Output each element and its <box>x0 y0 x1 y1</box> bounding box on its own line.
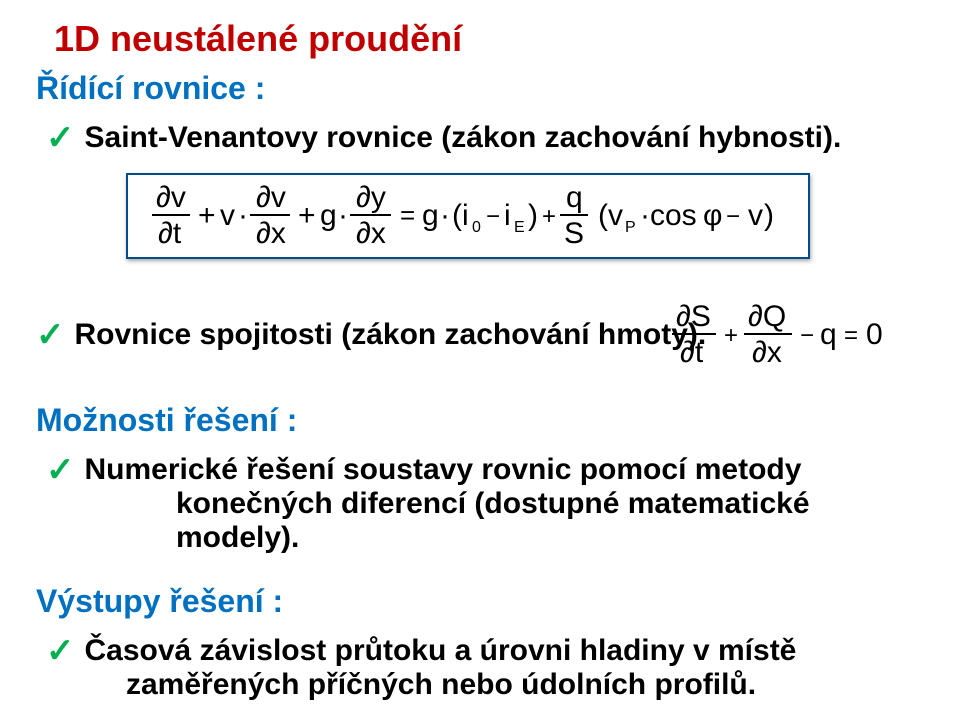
svg-text:(: ( <box>452 199 462 232</box>
svg-text:): ) <box>764 199 774 232</box>
svg-text:·: · <box>238 199 248 232</box>
svg-text:−: − <box>726 203 740 230</box>
svg-text:+: + <box>298 199 316 232</box>
svg-text:+: + <box>724 322 738 349</box>
svg-text:P: P <box>625 219 636 236</box>
svg-text:∂Q: ∂Q <box>748 300 786 333</box>
svg-text:i: i <box>504 199 511 232</box>
svg-text:q: q <box>820 318 837 351</box>
svg-text:v: v <box>220 199 235 232</box>
slide-page: 1D neustálené proudění Řídící rovnice : … <box>0 0 960 712</box>
svg-text:g: g <box>320 199 337 232</box>
momentum-equation-box: ∂v ∂t + v · ∂v ∂x + g · ∂y ∂x <box>126 173 810 259</box>
svg-text:∂t: ∂t <box>158 217 182 250</box>
continuity-row: ✓ Rovnice spojitosti (zákon zachování hm… <box>36 296 924 374</box>
check-icon: ✓ <box>46 453 75 487</box>
svg-text:q: q <box>566 181 583 214</box>
svg-text:i: i <box>462 199 469 232</box>
svg-text:∂S: ∂S <box>676 300 711 333</box>
svg-text:−: − <box>486 203 500 230</box>
subtitle-solution-options: Možnosti řešení : <box>36 402 924 439</box>
svg-text:+: + <box>542 203 556 230</box>
svg-text:v: v <box>608 199 623 232</box>
bullet-saint-venant-row: ✓ Saint-Venantovy rovnice (zákon zachová… <box>46 121 924 155</box>
svg-text:·: · <box>640 199 650 232</box>
svg-text:∂y: ∂y <box>356 181 386 214</box>
svg-text:S: S <box>564 217 584 250</box>
svg-text:·: · <box>440 199 450 232</box>
bullet-outputs-row: ✓ Časová závislost průtoku a úrovni hlad… <box>46 634 924 668</box>
svg-text:=: = <box>400 200 415 230</box>
bullet-outputs-line1: Časová závislost průtoku a úrovni hladin… <box>85 634 797 668</box>
svg-text:·: · <box>338 199 348 232</box>
momentum-equation: ∂v ∂t + v · ∂v ∂x + g · ∂y ∂x <box>138 177 798 255</box>
bullet-outputs-line2: zaměřených příčných nebo údolních profil… <box>126 668 924 702</box>
svg-text:φ: φ <box>703 199 722 232</box>
svg-text:+: + <box>198 199 216 232</box>
svg-text:∂v: ∂v <box>156 181 186 214</box>
svg-text:E: E <box>514 219 525 236</box>
svg-text:∂t: ∂t <box>680 336 704 369</box>
bullet-saint-venant: Saint-Venantovy rovnice (zákon zachování… <box>85 121 842 155</box>
svg-text:0: 0 <box>472 219 481 236</box>
continuity-equation-wrap: ∂S ∂t + ∂Q ∂x − q = 0 <box>660 296 910 374</box>
check-icon: ✓ <box>36 318 65 352</box>
bullet-numeric-row: ✓ Numerické řešení soustavy rovnic pomoc… <box>46 453 924 487</box>
svg-text:∂x: ∂x <box>356 217 386 250</box>
svg-text:g: g <box>422 199 439 232</box>
svg-text:∂x: ∂x <box>256 217 286 250</box>
svg-text:(: ( <box>598 199 608 232</box>
svg-text:cos: cos <box>650 199 697 232</box>
check-icon: ✓ <box>46 634 75 668</box>
svg-text:−: − <box>800 322 814 349</box>
bullet-numeric-line1: Numerické řešení soustavy rovnic pomocí … <box>85 453 802 487</box>
continuity-equation: ∂S ∂t + ∂Q ∂x − q = 0 <box>660 296 910 374</box>
svg-text:): ) <box>528 199 538 232</box>
svg-text:∂x: ∂x <box>752 336 782 369</box>
svg-text:∂v: ∂v <box>256 181 286 214</box>
bullet-numeric-line2: konečných diferencí (dostupné matematick… <box>176 487 924 555</box>
check-icon: ✓ <box>46 121 75 155</box>
svg-text:0: 0 <box>866 318 883 351</box>
svg-text:=: = <box>844 322 858 349</box>
svg-text:v: v <box>748 199 763 232</box>
bullet-continuity: Rovnice spojitosti (zákon zachování hmot… <box>75 318 707 352</box>
slide-title: 1D neustálené proudění <box>54 18 924 60</box>
subtitle-outputs: Výstupy řešení : <box>36 583 924 620</box>
subtitle-governing: Řídící rovnice : <box>36 70 924 107</box>
